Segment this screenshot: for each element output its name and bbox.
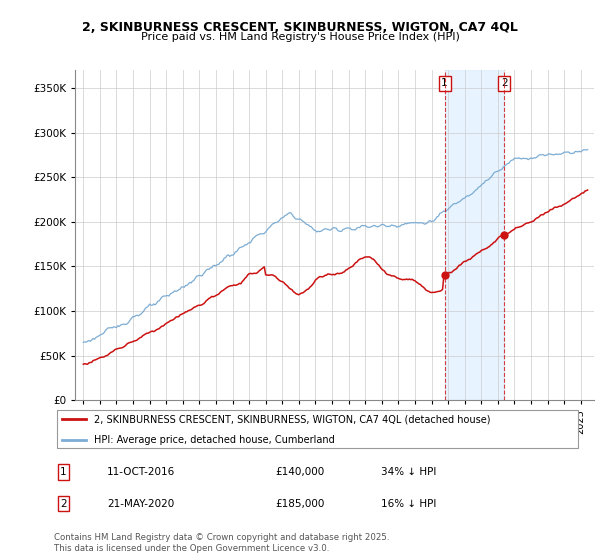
Text: 2: 2 bbox=[501, 78, 508, 88]
Text: 1: 1 bbox=[441, 78, 448, 88]
Text: 2, SKINBURNESS CRESCENT, SKINBURNESS, WIGTON, CA7 4QL: 2, SKINBURNESS CRESCENT, SKINBURNESS, WI… bbox=[82, 21, 518, 34]
Text: HPI: Average price, detached house, Cumberland: HPI: Average price, detached house, Cumb… bbox=[94, 436, 334, 445]
Bar bbox=[445, 70, 504, 400]
Text: 1: 1 bbox=[60, 467, 67, 477]
Text: 34% ↓ HPI: 34% ↓ HPI bbox=[382, 467, 437, 477]
FancyBboxPatch shape bbox=[56, 410, 578, 447]
Text: £185,000: £185,000 bbox=[276, 499, 325, 509]
Text: £140,000: £140,000 bbox=[276, 467, 325, 477]
Text: 16% ↓ HPI: 16% ↓ HPI bbox=[382, 499, 437, 509]
Text: Price paid vs. HM Land Registry's House Price Index (HPI): Price paid vs. HM Land Registry's House … bbox=[140, 32, 460, 43]
Text: Contains HM Land Registry data © Crown copyright and database right 2025.
This d: Contains HM Land Registry data © Crown c… bbox=[54, 533, 389, 553]
Text: 11-OCT-2016: 11-OCT-2016 bbox=[107, 467, 175, 477]
Text: 21-MAY-2020: 21-MAY-2020 bbox=[107, 499, 174, 509]
Text: 2, SKINBURNESS CRESCENT, SKINBURNESS, WIGTON, CA7 4QL (detached house): 2, SKINBURNESS CRESCENT, SKINBURNESS, WI… bbox=[94, 414, 490, 424]
Text: 2: 2 bbox=[60, 499, 67, 509]
